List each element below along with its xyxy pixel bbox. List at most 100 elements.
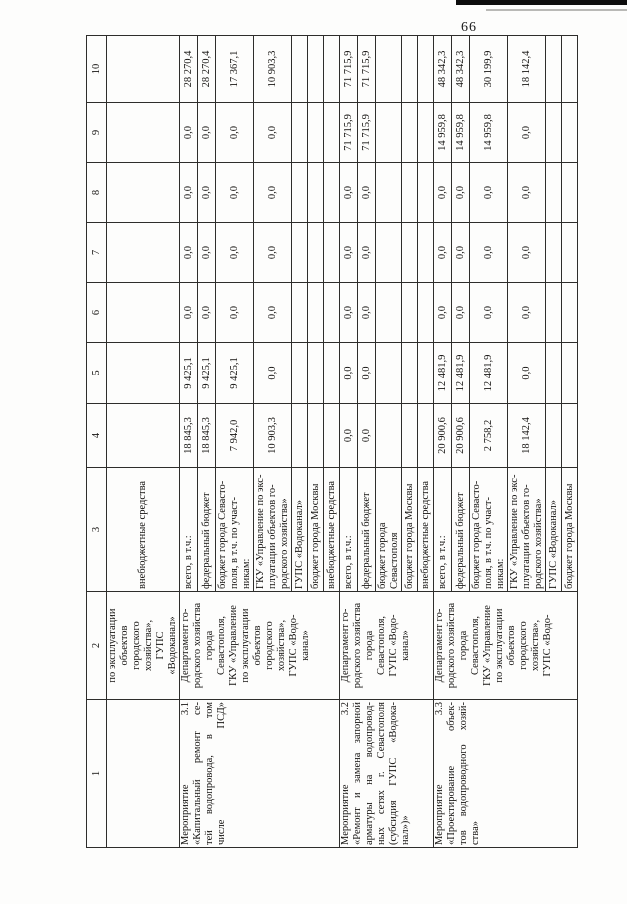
rotated-table-area: 1 2 3 4 5 6 7 8 9 10 по эксплуатации объ… — [86, 35, 578, 848]
value-cell: 14 959,8 — [451, 102, 470, 163]
value-cell — [323, 222, 340, 283]
value-cell — [307, 403, 324, 468]
value-cell: 71 715,9 — [339, 102, 358, 163]
value-cell: 0,0 — [339, 162, 358, 223]
value-cell — [323, 102, 340, 163]
value-cell — [561, 162, 578, 223]
value-cell: 10 903,3 — [253, 403, 292, 468]
value-cell — [375, 162, 402, 223]
value-cell: 12 481,9 — [451, 342, 470, 404]
funding-source-cell: ГУПС «Водоканал» — [545, 467, 562, 592]
value-cell: 0,0 — [469, 162, 508, 223]
value-cell — [545, 162, 562, 223]
value-cell — [291, 102, 308, 163]
value-cell: 0,0 — [253, 342, 292, 404]
value-cell: 30 199,9 — [469, 35, 508, 103]
header-cell-9: 9 — [86, 102, 107, 163]
value-cell: 17 367,1 — [215, 35, 254, 103]
value-cell: 0,0 — [507, 282, 546, 343]
value-cell — [106, 35, 180, 103]
funding-source-cell: всего, в т.ч.: — [433, 467, 452, 592]
value-cell: 48 342,3 — [433, 35, 452, 103]
value-cell: 0,0 — [357, 403, 376, 468]
funding-source-cell: внебюджетные средства — [106, 467, 180, 592]
value-cell — [545, 35, 562, 103]
value-cell: 28 270,4 — [179, 35, 198, 103]
value-cell — [561, 35, 578, 103]
value-cell — [375, 35, 402, 103]
value-cell: 9 425,1 — [179, 342, 198, 404]
table-row: Мероприятие 3.2 «Ремонт и замена запорно… — [339, 35, 434, 848]
value-cell — [307, 282, 324, 343]
value-cell — [307, 222, 324, 283]
activity-cell-3-2: Мероприятие 3.2 «Ремонт и замена запорно… — [339, 699, 434, 848]
header-cell-4: 4 — [86, 403, 107, 468]
value-cell: 0,0 — [451, 222, 470, 283]
funding-source-cell: внебюджетные средства — [323, 467, 340, 592]
value-cell: 18 845,3 — [197, 403, 216, 468]
value-cell: 18 142,4 — [507, 35, 546, 103]
executor-cell: по эксплуатации объектов городского хозя… — [106, 591, 180, 700]
value-cell — [291, 282, 308, 343]
value-cell: 0,0 — [433, 222, 452, 283]
value-cell: 28 270,4 — [197, 35, 216, 103]
activity-cell-3-3: Мероприятие 3.3 «Проектирование объек- т… — [433, 699, 578, 848]
value-cell — [375, 282, 402, 343]
value-cell — [417, 102, 434, 163]
value-cell: 0,0 — [253, 282, 292, 343]
funding-source-cell: бюджет города Москвы — [561, 467, 578, 592]
value-cell: 0,0 — [507, 342, 546, 404]
value-cell — [401, 162, 418, 223]
value-cell — [323, 342, 340, 404]
header-cell-2: 2 — [86, 591, 107, 700]
value-cell — [375, 222, 402, 283]
value-cell: 0,0 — [179, 162, 198, 223]
value-cell — [291, 222, 308, 283]
value-cell: 0,0 — [451, 162, 470, 223]
header-cell-8: 8 — [86, 162, 107, 223]
activity-cell-3-1: Мероприятие 3.1 «Капитальный ремонт се- … — [179, 699, 340, 848]
header-cell-7: 7 — [86, 222, 107, 283]
value-cell: 0,0 — [215, 282, 254, 343]
value-cell: 12 481,9 — [469, 342, 508, 404]
value-cell — [375, 102, 402, 163]
value-cell — [307, 102, 324, 163]
value-cell — [401, 102, 418, 163]
value-cell — [401, 282, 418, 343]
value-cell: 0,0 — [451, 282, 470, 343]
value-cell: 9 425,1 — [215, 342, 254, 404]
value-cell: 0,0 — [197, 222, 216, 283]
header-cell-10: 10 — [86, 35, 107, 103]
header-cell-3: 3 — [86, 467, 107, 592]
header-cell-1: 1 — [86, 699, 107, 848]
value-cell: 9 425,1 — [197, 342, 216, 404]
value-cell — [545, 102, 562, 163]
value-cell: 0,0 — [433, 282, 452, 343]
value-cell — [561, 403, 578, 468]
value-cell: 0,0 — [469, 222, 508, 283]
value-cell — [417, 222, 434, 283]
value-cell: 0,0 — [215, 102, 254, 163]
value-cell: 18 845,3 — [179, 403, 198, 468]
funding-source-cell: бюджет города Севасто- поля, в т.ч. по у… — [469, 467, 508, 592]
header-cell-5: 5 — [86, 342, 107, 404]
value-cell: 7 942,0 — [215, 403, 254, 468]
value-cell: 20 900,6 — [433, 403, 452, 468]
value-cell: 0,0 — [339, 222, 358, 283]
value-cell: 0,0 — [197, 282, 216, 343]
value-cell — [323, 162, 340, 223]
value-cell: 0,0 — [357, 342, 376, 404]
funding-source-cell: ГКУ «Управление по экс- плуатации объект… — [507, 467, 546, 592]
value-cell — [106, 102, 180, 163]
scan-artifact-line — [486, 9, 627, 11]
activity-cell — [106, 699, 180, 848]
funding-source-cell: федеральный бюджет — [451, 467, 470, 592]
value-cell — [417, 282, 434, 343]
value-cell — [561, 102, 578, 163]
value-cell — [106, 342, 180, 404]
funding-source-cell: бюджет города Москвы — [401, 467, 418, 592]
value-cell: 0,0 — [357, 162, 376, 223]
value-cell: 71 715,9 — [339, 35, 358, 103]
value-cell — [291, 35, 308, 103]
